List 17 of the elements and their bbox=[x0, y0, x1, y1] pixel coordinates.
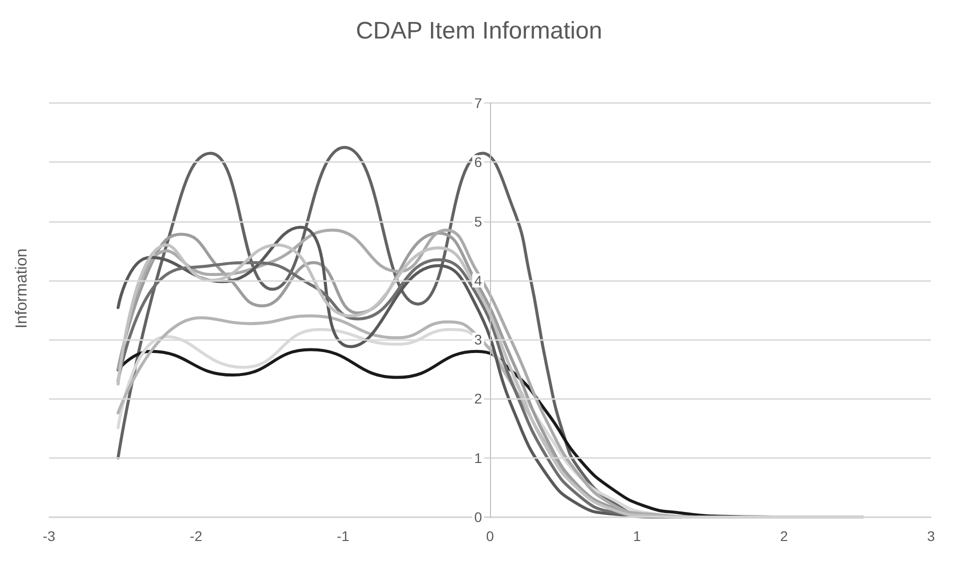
x-tick-label: -1 bbox=[336, 528, 350, 544]
x-tick-label: -3 bbox=[42, 528, 56, 544]
y-tick-label: 1 bbox=[474, 450, 482, 466]
y-tick-label: 5 bbox=[474, 213, 482, 230]
x-tick-label: 1 bbox=[633, 528, 642, 544]
y-tick-label: 7 bbox=[474, 95, 482, 111]
x-tick-label: 2 bbox=[780, 528, 788, 544]
y-tick-label: 4 bbox=[474, 272, 482, 288]
y-tick-label: 3 bbox=[474, 332, 482, 348]
y-tick-label: 0 bbox=[474, 509, 482, 525]
y-tick-label: 2 bbox=[474, 390, 482, 407]
x-tick-label: 0 bbox=[486, 528, 494, 544]
chart-title: CDAP Item Information bbox=[356, 18, 602, 44]
x-tick-label: 3 bbox=[927, 528, 936, 544]
y-axis-title: Information bbox=[14, 248, 30, 329]
y-tick-label: 6 bbox=[474, 154, 482, 170]
x-tick-label: -2 bbox=[190, 528, 202, 544]
